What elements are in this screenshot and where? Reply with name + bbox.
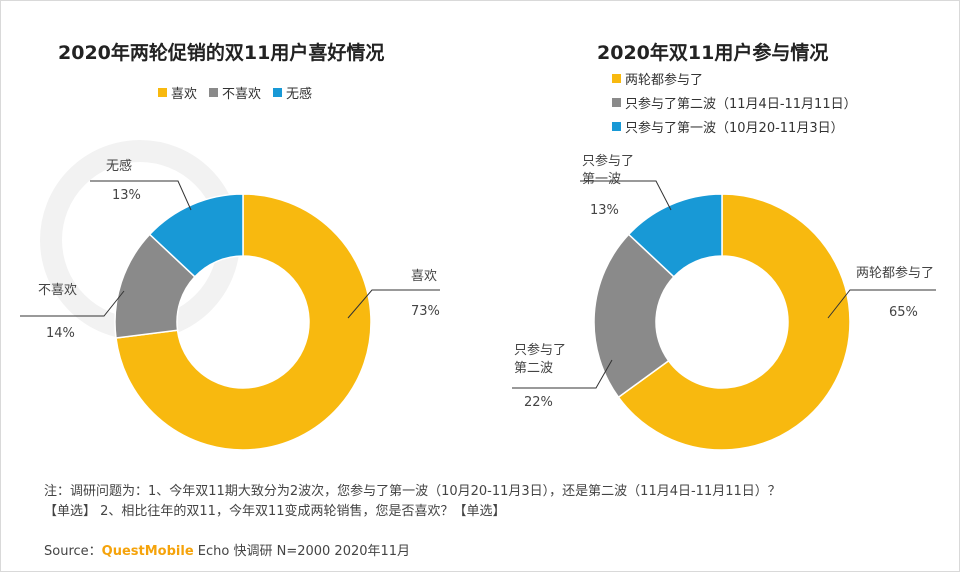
source-line: Source：QuestMobile Echo 快调研 N=2000 2020年…	[44, 540, 410, 559]
chart2-legend-label: 只参与了第二波（11月4日-11月11日）	[625, 96, 857, 112]
source-suffix: Echo 快调研 N=2000 2020年11月	[193, 544, 411, 559]
footnote: 注：调研问题为：1、今年双11期大致分为2波次，您参与了第一波（10月20-11…	[44, 482, 781, 522]
legend-swatch	[209, 88, 219, 97]
chart2-value-label: 13%	[590, 203, 619, 218]
chart2-callout-label: 两轮都参与了	[856, 266, 935, 281]
chart1-slice	[148, 193, 244, 278]
callout-line: 只参与了	[582, 154, 635, 169]
chart1-value-label: 14%	[46, 326, 75, 341]
legend-swatch	[273, 88, 283, 97]
chart1-legend-label: 无感	[286, 87, 313, 102]
chart1-leader-line	[90, 180, 192, 211]
chart2-leader-line	[827, 289, 936, 319]
chart1-slice	[115, 193, 372, 451]
chart2-legend-label: 两轮都参与了	[625, 72, 704, 88]
chart1-leader-line	[20, 290, 125, 317]
chart2-callout-label: 只参与了 第二波	[514, 342, 566, 378]
chart2-legend: 两轮都参与了 只参与了第二波（11月4日-11月11日） 只参与了第一波（10月…	[612, 66, 857, 138]
legend-swatch	[612, 121, 621, 131]
chart1-value-label: 73%	[411, 304, 440, 319]
chart1-legend-item: 无感	[273, 83, 312, 102]
chart1-legend-item: 喜欢	[158, 83, 197, 102]
footnote-line: 【单选】 2、相比往年的双11，今年双11变成两轮销售，您是否喜欢？【单选】	[44, 504, 506, 519]
legend-swatch	[612, 97, 621, 107]
chart1-legend-item: 不喜欢	[209, 83, 261, 102]
chart2-value-label: 65%	[889, 305, 918, 320]
source-brand: QuestMobile	[101, 544, 194, 559]
callout-line: 只参与了	[514, 343, 567, 358]
chart1-callout-label: 不喜欢	[38, 283, 78, 298]
chart2-slice	[627, 193, 723, 278]
callout-line: 第二波	[514, 361, 554, 376]
chart1-callout-label: 无感	[106, 159, 133, 174]
chart2-legend-label: 只参与了第一波（10月20-11月3日）	[625, 120, 844, 136]
chart1-callout-label: 喜欢	[411, 269, 438, 284]
legend-swatch	[158, 88, 167, 97]
chart1-title: 2020年两轮促销的双11用户喜好情况	[58, 42, 385, 64]
chart2-leader-line	[580, 180, 672, 211]
chart2-legend-item: 两轮都参与了	[612, 66, 857, 90]
chart2-legend-item: 只参与了第二波（11月4日-11月11日）	[612, 90, 857, 114]
chart1-legend-label: 喜欢	[171, 87, 198, 102]
chart2-callout-label: 只参与了 第一波	[582, 153, 634, 189]
chart1-leader-line	[347, 289, 440, 319]
chart1-value-label: 13%	[112, 188, 141, 203]
chart2-leader-line	[512, 359, 613, 389]
chart2-slice	[617, 193, 851, 451]
source-prefix: Source：	[44, 544, 102, 559]
chart2-value-label: 22%	[524, 395, 553, 410]
chart2-slice	[593, 233, 675, 399]
legend-swatch	[612, 73, 621, 83]
footnote-line: 注：调研问题为：1、今年双11期大致分为2波次，您参与了第一波（10月20-11…	[44, 484, 781, 499]
chart2-title: 2020年双11用户参与情况	[597, 42, 829, 64]
chart1-legend: 喜欢 不喜欢 无感	[158, 83, 312, 102]
chart1-legend-label: 不喜欢	[222, 87, 262, 102]
callout-line: 第一波	[582, 172, 622, 187]
chart2-legend-item: 只参与了第一波（10月20-11月3日）	[612, 114, 857, 138]
